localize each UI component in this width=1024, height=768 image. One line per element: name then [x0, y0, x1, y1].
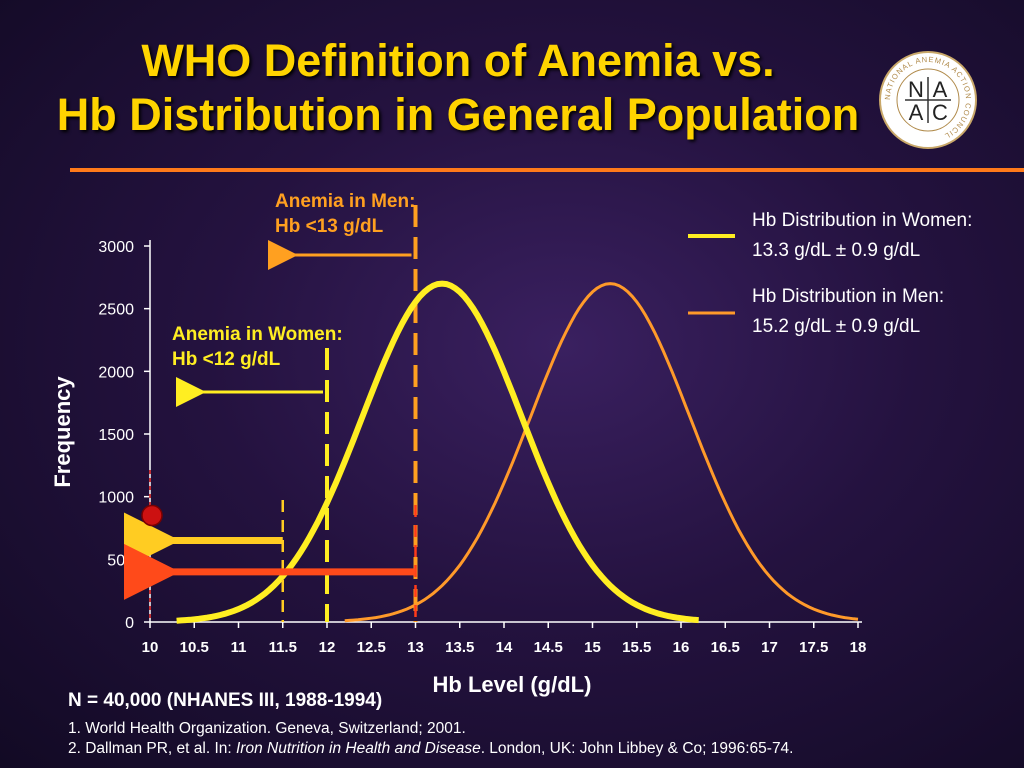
legend-women-stats: 13.3 g/dL ± 0.9 g/dL	[752, 240, 920, 261]
x-axis-ticks: 10 10.5 11 11.5 12 12.5 13 13.5 14 14.5 15 15.5 16 16…	[142, 622, 867, 656]
logo-letter-1: N	[908, 77, 924, 102]
naac-logo: NATIONAL ANEMIA ACTION COUNCIL N A A C	[879, 51, 977, 149]
x-tick-label: 11	[231, 639, 247, 656]
reference-2-title: Iron Nutrition in Health and Disease	[236, 740, 481, 757]
x-tick-label: 16.5	[711, 639, 740, 656]
y-tick-label: 2000	[98, 364, 134, 381]
x-tick-label: 11.5	[269, 639, 297, 656]
x-tick-label: 16	[673, 639, 690, 656]
annotation-point	[141, 504, 163, 527]
x-tick-label: 17	[761, 639, 778, 656]
women-distribution-curve	[176, 280, 699, 624]
y-tick-label: 0	[125, 615, 134, 632]
y-tick-label: 1500	[98, 427, 134, 444]
reference-2-prefix: 2. Dallman PR, et al. In:	[68, 740, 236, 757]
men-threshold-label-line2: Hb <13 g/dL	[275, 216, 384, 237]
y-tick-label: 2500	[98, 302, 134, 319]
x-tick-label: 14	[496, 639, 513, 656]
women-threshold-label-line2: Hb <12 g/dL	[172, 349, 281, 370]
x-tick-label: 15.5	[622, 639, 651, 656]
men-threshold-label-line1: Anemia in Men:	[275, 191, 415, 212]
x-tick-label: 17.5	[799, 639, 828, 656]
legend-men-name: Hb Distribution in Men:	[752, 286, 944, 307]
sample-size-note: N = 40,000 (NHANES III, 1988-1994)	[68, 690, 383, 711]
x-tick-label: 12.5	[357, 639, 386, 656]
x-tick-label: 15	[584, 639, 601, 656]
title-divider	[70, 168, 1024, 172]
logo-letter-3: A	[909, 100, 924, 125]
x-tick-label: 13	[407, 639, 424, 656]
title-line-1: WHO Definition of Anemia vs.	[141, 35, 775, 86]
y-axis-ticks: 0 500 1000 1500 2000 2500 3000	[98, 239, 150, 632]
legend-men-stats: 15.2 g/dL ± 0.9 g/dL	[752, 316, 920, 337]
x-tick-label: 14.5	[534, 639, 563, 656]
logo-letter-4: C	[932, 100, 948, 125]
men-distribution-curve	[344, 282, 859, 623]
x-tick-label: 12	[319, 639, 336, 656]
reference-2-suffix: . London, UK: John Libbey & Co; 1996:65-…	[480, 740, 794, 757]
x-axis-label: Hb Level (g/dL)	[433, 672, 592, 697]
x-tick-label: 10.5	[180, 639, 209, 656]
slide-title: WHO Definition of Anemia vs. Hb Distribu…	[18, 34, 898, 142]
y-tick-label: 1000	[98, 490, 134, 507]
x-tick-label: 18	[850, 639, 867, 656]
legend-women-name: Hb Distribution in Women:	[752, 210, 972, 231]
y-axis-label: Frequency	[50, 376, 75, 488]
women-threshold-label-line1: Anemia in Women:	[172, 324, 343, 345]
logo-letter-2: A	[933, 77, 948, 102]
y-tick-label: 3000	[98, 239, 134, 256]
y-tick-label: 500	[107, 552, 134, 569]
x-tick-label: 10	[142, 639, 159, 656]
reference-2: 2. Dallman PR, et al. In: Iron Nutrition…	[68, 740, 794, 758]
x-tick-label: 13.5	[445, 639, 474, 656]
title-line-2: Hb Distribution in General Population	[56, 89, 860, 140]
reference-1: 1. World Health Organization. Geneva, Sw…	[68, 720, 466, 737]
